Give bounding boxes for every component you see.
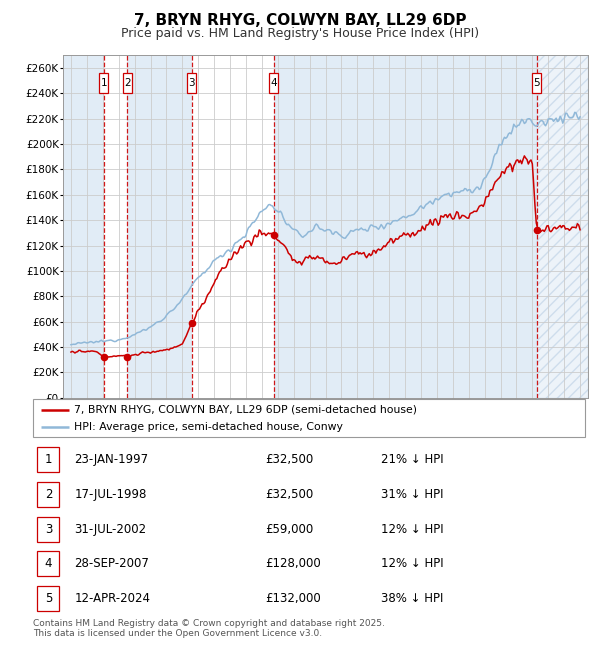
Text: 5: 5 xyxy=(45,592,52,605)
Text: 17-JUL-1998: 17-JUL-1998 xyxy=(74,488,147,500)
Text: Contains HM Land Registry data © Crown copyright and database right 2025.
This d: Contains HM Land Registry data © Crown c… xyxy=(33,619,385,638)
FancyBboxPatch shape xyxy=(123,73,131,94)
Text: £32,500: £32,500 xyxy=(265,453,313,466)
Text: £132,000: £132,000 xyxy=(265,592,320,605)
Text: 4: 4 xyxy=(45,558,52,571)
FancyBboxPatch shape xyxy=(37,517,59,541)
FancyBboxPatch shape xyxy=(37,482,59,507)
Text: 3: 3 xyxy=(188,78,195,88)
Text: 2: 2 xyxy=(124,78,131,88)
Text: 5: 5 xyxy=(533,78,540,88)
Text: 4: 4 xyxy=(271,78,277,88)
Text: Price paid vs. HM Land Registry's House Price Index (HPI): Price paid vs. HM Land Registry's House … xyxy=(121,27,479,40)
FancyBboxPatch shape xyxy=(532,73,541,94)
Bar xyxy=(274,55,537,398)
Text: 28-SEP-2007: 28-SEP-2007 xyxy=(74,558,149,571)
Text: 12% ↓ HPI: 12% ↓ HPI xyxy=(381,523,443,536)
Text: 2: 2 xyxy=(45,488,52,500)
Text: 12% ↓ HPI: 12% ↓ HPI xyxy=(381,558,443,571)
Text: 1: 1 xyxy=(45,453,52,466)
FancyBboxPatch shape xyxy=(37,551,59,577)
Text: 1: 1 xyxy=(100,78,107,88)
Bar xyxy=(127,55,191,398)
Text: 3: 3 xyxy=(45,523,52,536)
FancyBboxPatch shape xyxy=(37,586,59,611)
FancyBboxPatch shape xyxy=(37,447,59,472)
Text: 23-JAN-1997: 23-JAN-1997 xyxy=(74,453,149,466)
Text: 31-JUL-2002: 31-JUL-2002 xyxy=(74,523,146,536)
Text: £128,000: £128,000 xyxy=(265,558,320,571)
Text: 31% ↓ HPI: 31% ↓ HPI xyxy=(381,488,443,500)
Text: 7, BRYN RHYG, COLWYN BAY, LL29 6DP (semi-detached house): 7, BRYN RHYG, COLWYN BAY, LL29 6DP (semi… xyxy=(74,405,418,415)
Text: 38% ↓ HPI: 38% ↓ HPI xyxy=(381,592,443,605)
Text: 12-APR-2024: 12-APR-2024 xyxy=(74,592,151,605)
Text: HPI: Average price, semi-detached house, Conwy: HPI: Average price, semi-detached house,… xyxy=(74,422,343,432)
Text: 21% ↓ HPI: 21% ↓ HPI xyxy=(381,453,443,466)
Bar xyxy=(63,55,104,398)
FancyBboxPatch shape xyxy=(33,399,585,437)
Bar xyxy=(537,55,588,398)
Text: £32,500: £32,500 xyxy=(265,488,313,500)
FancyBboxPatch shape xyxy=(187,73,196,94)
FancyBboxPatch shape xyxy=(100,73,108,94)
Text: £59,000: £59,000 xyxy=(265,523,313,536)
FancyBboxPatch shape xyxy=(269,73,278,94)
Text: 7, BRYN RHYG, COLWYN BAY, LL29 6DP: 7, BRYN RHYG, COLWYN BAY, LL29 6DP xyxy=(134,13,466,28)
